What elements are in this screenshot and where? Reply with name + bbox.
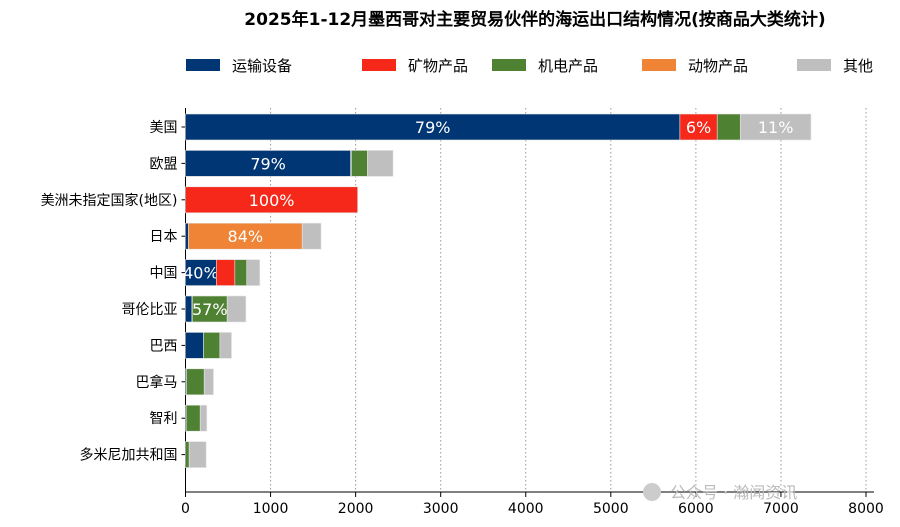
bar-segment (185, 404, 201, 432)
bar-segment (203, 368, 214, 396)
legend-label: 其他 (843, 57, 873, 75)
x-tick-label: 0 (181, 501, 190, 517)
bar-segment (185, 222, 189, 250)
bar-segment (199, 404, 208, 432)
data-label: 6% (686, 118, 711, 137)
x-tick-label: 4000 (508, 501, 544, 517)
y-tick-label: 中国 (150, 266, 178, 282)
chart-title: 2025年1-12月墨西哥对主要贸易伙伴的海运出口结构情况(按商品大类统计) (244, 9, 825, 30)
x-tick-label: 3000 (423, 501, 459, 517)
legend-label: 动物产品 (688, 57, 748, 75)
bar-segment (188, 441, 207, 468)
x-tick-label: 8000 (848, 501, 884, 517)
x-tick-label: 1000 (253, 501, 289, 517)
y-tick-label: 美国 (150, 120, 178, 136)
bar-segment (215, 259, 236, 286)
bar-segment (367, 150, 394, 177)
legend-label: 运输设备 (232, 57, 292, 75)
bar-segment (185, 113, 681, 141)
bar-segment (185, 332, 204, 359)
legend-label: 矿物产品 (408, 57, 468, 75)
bar-segment (185, 259, 217, 286)
y-tick-label: 巴拿马 (136, 374, 178, 391)
legend-swatch (186, 59, 220, 71)
bar-segment (188, 222, 303, 250)
data-label: 11% (758, 118, 794, 137)
legend-label: 机电产品 (538, 57, 598, 75)
data-label: 100% (249, 191, 295, 210)
bar-segment (186, 368, 205, 396)
x-tick-label: 5000 (593, 501, 629, 517)
bar-segment (185, 295, 193, 323)
data-label: 84% (228, 227, 264, 246)
legend-swatch (642, 59, 676, 71)
x-tick-label: 7000 (763, 501, 799, 517)
y-tick-label: 日本 (150, 229, 178, 245)
bar-segment (739, 113, 812, 141)
data-label: 57% (192, 300, 228, 319)
bar-segment (234, 259, 248, 286)
watermark-text: 公众号 · 瀚闻资讯 (670, 483, 797, 502)
bar-segment (301, 222, 322, 250)
bar-segment (716, 113, 741, 141)
legend-swatch (362, 59, 396, 71)
y-tick-label: 巴西 (150, 338, 178, 354)
wechat-logo-icon (643, 483, 661, 501)
y-tick-label: 欧盟 (150, 156, 178, 172)
bar-segment (226, 295, 247, 323)
bar-segment (351, 150, 368, 177)
legend-swatch (797, 59, 831, 71)
bar-segment (185, 441, 190, 468)
bar-segment (679, 113, 718, 141)
x-tick-label: 6000 (678, 501, 714, 517)
bar-segment (192, 295, 228, 323)
y-tick-label: 哥伦比亚 (122, 302, 178, 318)
bar-segment (185, 150, 351, 177)
bar-segment (219, 332, 232, 359)
data-label: 79% (415, 118, 451, 137)
y-tick-label: 智利 (150, 411, 178, 427)
data-label: 40% (183, 264, 219, 283)
x-tick-label: 2000 (338, 501, 374, 517)
bar-segment (246, 259, 261, 286)
y-tick-label: 多米尼加共和国 (80, 447, 178, 464)
data-label: 79% (250, 154, 286, 173)
bar-segment (185, 186, 358, 214)
legend-swatch (492, 59, 526, 71)
y-tick-label: 美洲未指定国家(地区) (41, 192, 178, 209)
bar-segment (203, 332, 221, 359)
